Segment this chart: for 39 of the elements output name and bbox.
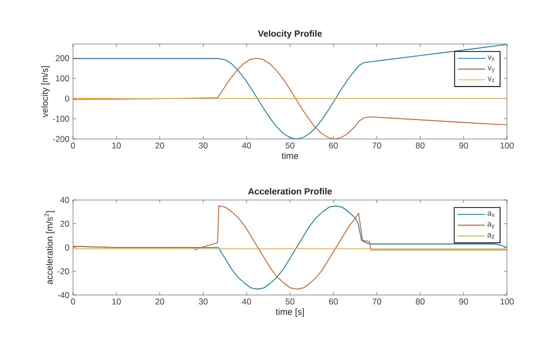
y-axis-title: velocity [m/s] — [41, 66, 50, 118]
y-tick-label: 200 — [56, 55, 70, 62]
y-tick-label: -100 — [52, 116, 70, 122]
chart-title: Velocity Profile — [258, 30, 322, 38]
chart-title: Acceleration Profile — [248, 188, 332, 195]
x-tick-label: 70 — [372, 298, 382, 305]
x-tick-label: 20 — [156, 142, 164, 149]
x-tick-label: 40 — [242, 298, 251, 305]
line-series — [73, 206, 508, 290]
x-tick-label: 0 — [70, 298, 76, 305]
x-axis-title: time — [282, 152, 298, 159]
x-tick-label: 50 — [286, 298, 294, 305]
y-tick-label: 0 — [65, 244, 70, 250]
x-tick-label: 10 — [112, 298, 121, 305]
x-tick-label: 70 — [372, 142, 382, 149]
x-tick-label: 20 — [156, 298, 164, 305]
x-tick-label: 80 — [416, 298, 425, 305]
y-tick-label: 40 — [60, 197, 70, 203]
x-tick-label: 30 — [198, 298, 208, 305]
x-tick-label: 100 — [500, 142, 514, 149]
x-tick-label: 100 — [500, 298, 514, 305]
y-tick-label: -200 — [52, 136, 70, 142]
x-tick-label: 60 — [329, 298, 338, 305]
y-tick-label: -20 — [58, 268, 70, 274]
x-tick-label: 60 — [329, 142, 338, 149]
x-tick-label: 10 — [112, 142, 121, 149]
y-tick-label: 100 — [56, 75, 70, 82]
x-tick-label: 80 — [416, 142, 425, 149]
x-tick-label: 90 — [459, 298, 468, 305]
x-tick-label: 50 — [286, 142, 294, 149]
y-tick-label: 0 — [65, 96, 70, 102]
x-tick-label: 90 — [459, 142, 468, 149]
x-axis-title: time [s] — [276, 308, 304, 317]
x-tick-label: 0 — [70, 142, 76, 149]
x-tick-label: 30 — [198, 142, 208, 149]
y-axis-title: acceleration [m/s$^{2}$] — [44, 211, 54, 284]
x-tick-label: 40 — [242, 142, 251, 149]
y-tick-label: 20 — [60, 220, 70, 227]
y-tick-label: -40 — [58, 292, 70, 298]
